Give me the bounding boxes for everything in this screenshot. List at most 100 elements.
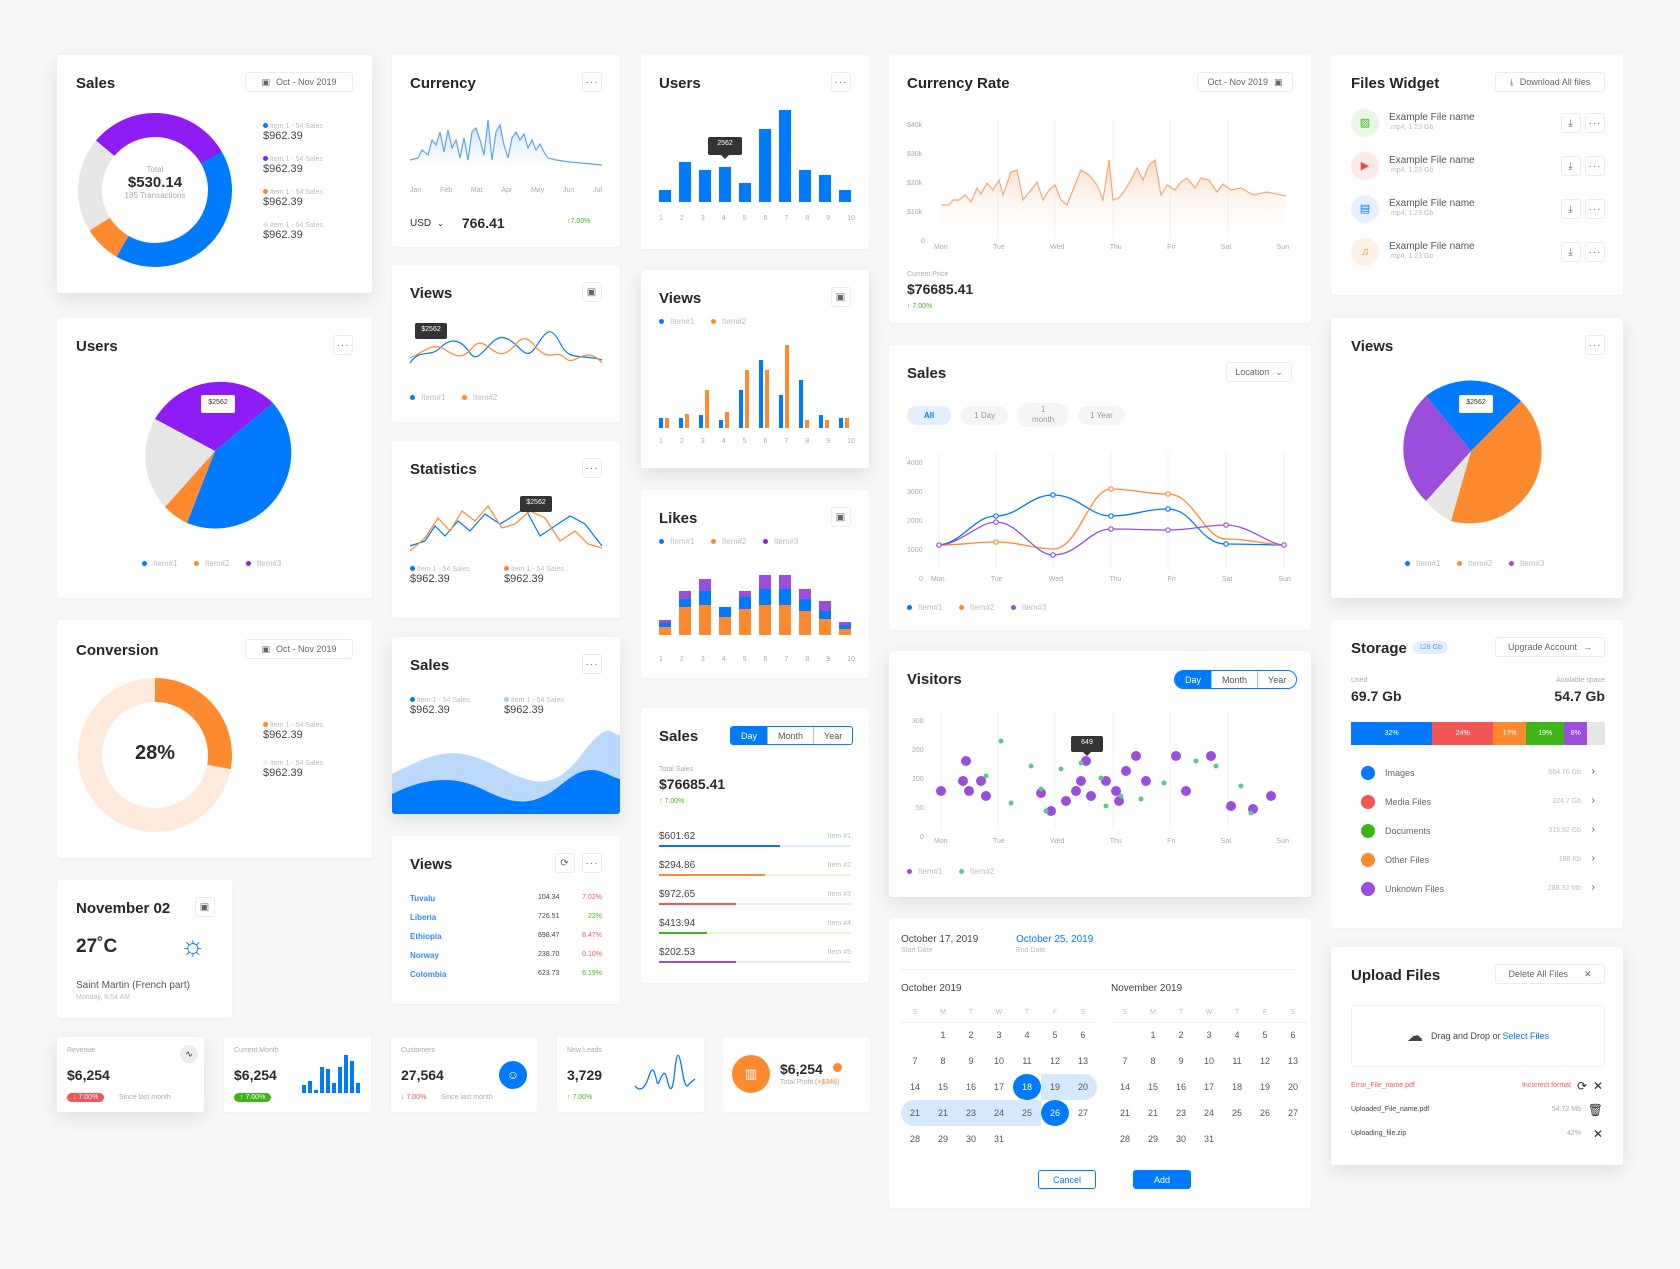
storage-category[interactable]: Other Files xyxy=(1385,855,1430,865)
calendar-day[interactable]: 21 xyxy=(929,1100,957,1126)
calendar-day[interactable]: 7 xyxy=(1122,1056,1128,1066)
more-button[interactable]: ··· xyxy=(582,853,602,873)
refresh-button[interactable]: ⟳ xyxy=(555,853,575,873)
calendar-day[interactable]: 26 xyxy=(1041,1100,1069,1126)
seg-day[interactable]: Day xyxy=(731,727,768,744)
calendar-day[interactable]: 15 xyxy=(1147,1082,1158,1092)
calendar-day[interactable]: 18 xyxy=(1013,1074,1041,1100)
calendar-day[interactable]: 18 xyxy=(1231,1082,1242,1092)
end-date[interactable]: October 25, 2019 xyxy=(1016,934,1094,945)
calendar-day[interactable]: 21 xyxy=(901,1100,929,1126)
calendar-day[interactable]: 10 xyxy=(1203,1056,1214,1066)
calendar-day[interactable]: 9 xyxy=(1178,1056,1184,1066)
upgrade-account-button[interactable]: Upgrade Account → xyxy=(1495,637,1605,657)
calendar-day[interactable]: 29 xyxy=(937,1134,948,1144)
more-button[interactable]: ··· xyxy=(333,335,353,355)
date-range-button[interactable]: ▣ Oct - Nov 2019 xyxy=(245,72,353,92)
chevron-right-icon[interactable]: › xyxy=(1591,824,1595,835)
calendar-day[interactable]: 1 xyxy=(940,1030,946,1041)
storage-category[interactable]: Media Files xyxy=(1385,797,1432,807)
chevron-right-icon[interactable]: › xyxy=(1591,882,1595,893)
calendar-day[interactable]: 5 xyxy=(1262,1030,1268,1041)
download-icon[interactable]: ⤓ xyxy=(1561,113,1581,133)
download-icon[interactable]: ⤓ xyxy=(1561,199,1581,219)
calendar-day[interactable]: 31 xyxy=(1203,1134,1214,1144)
calendar-button[interactable]: ▣ xyxy=(831,507,851,527)
download-icon[interactable]: ⤓ xyxy=(1561,242,1581,262)
more-button[interactable]: ··· xyxy=(1585,156,1605,176)
calendar-button[interactable]: ▣ xyxy=(831,287,851,307)
calendar-day[interactable]: 9 xyxy=(968,1056,974,1066)
calendar-day[interactable]: 5 xyxy=(1052,1030,1058,1041)
seg-day[interactable]: Day xyxy=(1175,671,1212,688)
calendar-day[interactable]: 3 xyxy=(1206,1030,1212,1041)
drop-zone[interactable]: ☁ Drag and Drop or Select Files xyxy=(1351,1005,1605,1067)
more-button[interactable]: ··· xyxy=(582,458,602,478)
chevron-right-icon[interactable]: › xyxy=(1591,766,1595,777)
calendar-day[interactable]: 15 xyxy=(937,1082,948,1092)
calendar-day[interactable]: 11 xyxy=(1022,1056,1032,1066)
calendar-day[interactable]: 23 xyxy=(1175,1108,1186,1118)
download-icon[interactable]: ⤓ xyxy=(1561,156,1581,176)
more-button[interactable]: ··· xyxy=(831,72,851,92)
storage-category[interactable]: Documents xyxy=(1385,826,1431,836)
calendar-day[interactable]: 14 xyxy=(909,1082,920,1092)
filter-1-year[interactable]: 1 Year xyxy=(1078,405,1125,425)
calendar-button[interactable]: ▣ xyxy=(195,897,215,917)
calendar-day[interactable]: 12 xyxy=(1049,1056,1060,1066)
calendar-day[interactable]: 27 xyxy=(1287,1108,1298,1118)
country-link[interactable]: Colombia xyxy=(410,970,447,979)
calendar-day[interactable]: 24 xyxy=(1203,1108,1214,1118)
calendar-day[interactable]: 20 xyxy=(1069,1074,1097,1100)
country-link[interactable]: Ethiopia xyxy=(410,932,442,941)
calendar-day[interactable]: 20 xyxy=(1287,1082,1298,1092)
calendar-day[interactable]: 7 xyxy=(912,1056,918,1066)
country-link[interactable]: Liberia xyxy=(410,913,437,922)
filter-all[interactable]: All xyxy=(907,405,952,425)
date-range-button[interactable]: ▣ Oct - Nov 2019 xyxy=(245,639,353,659)
download-all-button[interactable]: ⤓ Download All files xyxy=(1495,72,1605,92)
calendar-day[interactable]: 1 xyxy=(1150,1030,1156,1041)
select-files-link[interactable]: Select Files xyxy=(1502,1031,1550,1041)
calendar-day[interactable]: 23 xyxy=(957,1100,985,1126)
calendar-day[interactable]: 17 xyxy=(993,1082,1004,1092)
calendar-day[interactable]: 4 xyxy=(1234,1030,1240,1041)
storage-category[interactable]: Images xyxy=(1385,768,1415,778)
date-range-button[interactable]: Oct - Nov 2019 ▣ xyxy=(1197,72,1293,92)
storage-category[interactable]: Unknown Files xyxy=(1385,884,1445,894)
more-button[interactable]: ··· xyxy=(582,72,602,92)
more-button[interactable]: ··· xyxy=(1585,199,1605,219)
seg-month[interactable]: Month xyxy=(1211,671,1257,688)
calendar-day[interactable]: 8 xyxy=(1150,1056,1156,1066)
calendar-day[interactable]: 30 xyxy=(1175,1134,1186,1144)
filter-1-month[interactable]: 1 month xyxy=(1018,403,1069,427)
calendar-day[interactable]: 6 xyxy=(1080,1030,1086,1041)
calendar-day[interactable]: 17 xyxy=(1203,1082,1214,1092)
filter-1-day[interactable]: 1 Day xyxy=(961,405,1009,425)
cancel-button[interactable]: Cancel xyxy=(1038,1170,1096,1189)
calendar-day[interactable]: 10 xyxy=(993,1056,1004,1066)
calendar-day[interactable]: 21 xyxy=(1147,1108,1158,1118)
more-button[interactable]: ··· xyxy=(582,654,602,674)
trash-icon[interactable]: 🗑 xyxy=(1587,1103,1603,1117)
more-button[interactable]: ··· xyxy=(1585,113,1605,133)
calendar-button[interactable]: ▣ xyxy=(582,282,602,302)
calendar-day[interactable]: 13 xyxy=(1287,1056,1298,1066)
calendar-day[interactable]: 16 xyxy=(1175,1082,1186,1092)
calendar-day[interactable]: 25 xyxy=(1013,1100,1041,1126)
chevron-right-icon[interactable]: › xyxy=(1591,853,1595,864)
calendar-day[interactable]: 11 xyxy=(1232,1056,1242,1066)
calendar-day[interactable]: 30 xyxy=(965,1134,976,1144)
calendar-day[interactable]: 26 xyxy=(1259,1108,1270,1118)
calendar-day[interactable]: 2 xyxy=(1178,1030,1184,1041)
chevron-down-icon[interactable]: ⌄ xyxy=(437,218,444,228)
location-dropdown[interactable]: Location ⌄ xyxy=(1226,362,1292,382)
calendar-day[interactable]: 28 xyxy=(1119,1134,1130,1144)
close-icon[interactable]: ✕ xyxy=(1592,1079,1603,1093)
calendar-day[interactable]: 8 xyxy=(940,1056,946,1066)
more-button[interactable]: ··· xyxy=(1585,335,1605,355)
calendar-day[interactable]: 28 xyxy=(909,1134,920,1144)
calendar-day[interactable]: 24 xyxy=(985,1100,1013,1126)
calendar-day[interactable]: 19 xyxy=(1259,1082,1270,1092)
calendar-day[interactable]: 21 xyxy=(1119,1108,1130,1118)
